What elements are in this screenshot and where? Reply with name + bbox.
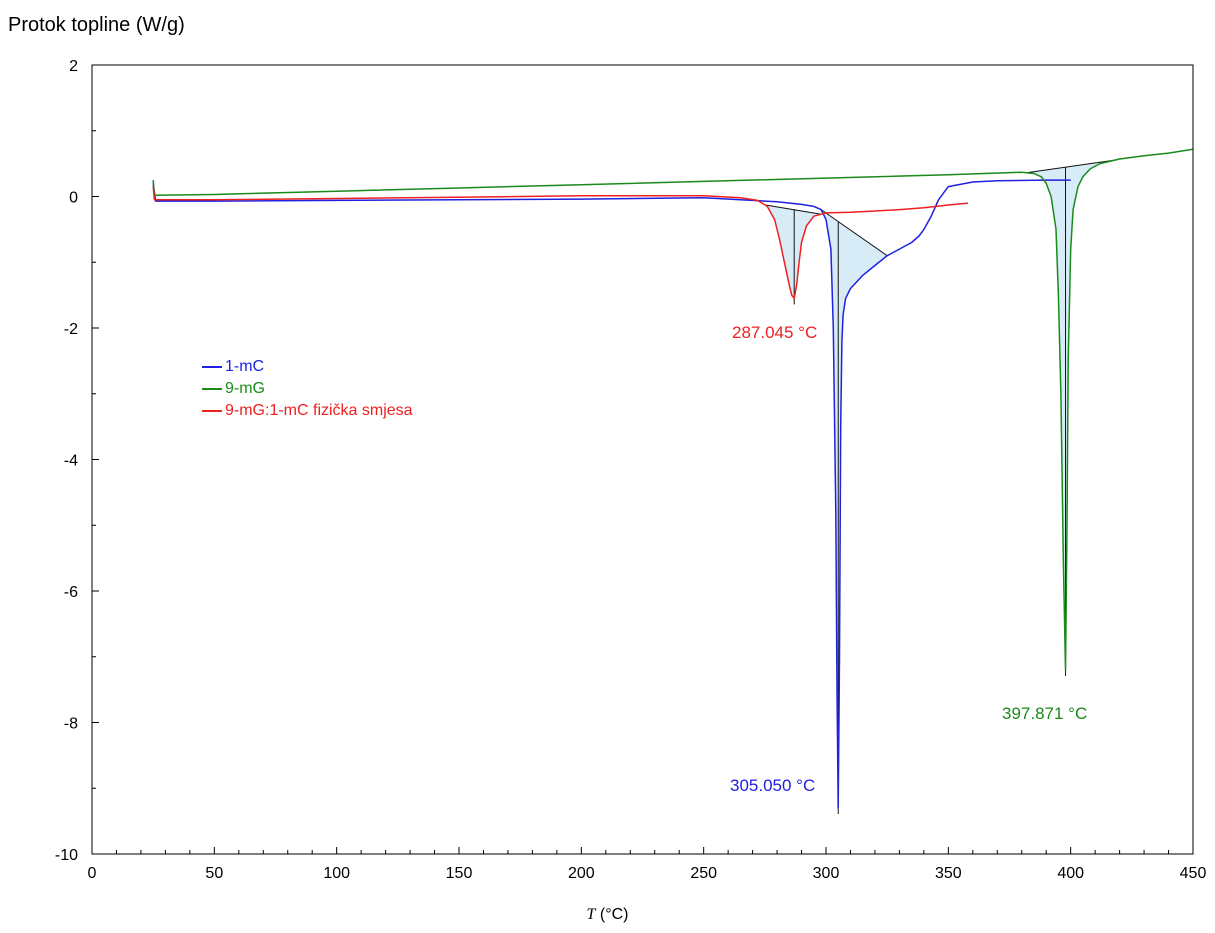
legend-swatch [202, 410, 222, 412]
legend-label: 9-mG:1-mC fizička smjesa [225, 402, 413, 419]
legend-swatch [202, 388, 222, 390]
baseline-1 [820, 209, 888, 257]
series-line-1 [152, 148, 1194, 671]
x-tick-label: 250 [690, 865, 717, 882]
x-tick-label: 0 [88, 865, 97, 882]
ticks: 0 50 100 150 200 250 300 350 400 450 2 0 -2 -4 -6 -8 -10 [55, 58, 1207, 882]
peak-label-mixture: 287.045 °C [732, 323, 818, 342]
x-axis-label: T (°C) [0, 906, 1215, 924]
series-line-2 [152, 186, 968, 300]
y-axis-label: Protok topline (W/g) [8, 14, 185, 36]
baseline-2 [1026, 159, 1115, 174]
legend-item-mixture: 9-mG:1-mC fizička smjesa [202, 400, 413, 422]
legend-item-1-mC: 1-mC [202, 356, 413, 378]
x-tick-label: 400 [1057, 865, 1084, 882]
legend-swatch [202, 366, 222, 368]
integration-area-0 [764, 204, 822, 299]
x-tick-label: 100 [323, 865, 350, 882]
series-layer [152, 148, 1194, 809]
legend-item-9-mG: 9-mG [202, 378, 413, 400]
x-tick-label: 450 [1180, 865, 1207, 882]
y-tick-label: -10 [55, 847, 78, 864]
x-tick-label: 50 [205, 865, 223, 882]
y-tick-label: -2 [64, 321, 78, 338]
x-tick-label: 150 [446, 865, 473, 882]
peak-label-9-mG: 397.871 °C [1002, 704, 1088, 723]
x-tick-label: 350 [935, 865, 962, 882]
baseline-0 [764, 204, 822, 215]
legend-label: 9-mG [225, 380, 265, 397]
integration-area-2 [1026, 160, 1115, 670]
x-tick-label: 200 [568, 865, 595, 882]
x-axis-variable: T [586, 906, 596, 923]
peak-label-1-mC: 305.050 °C [730, 776, 816, 795]
y-tick-label: -4 [64, 453, 78, 470]
x-tick-label: 300 [813, 865, 840, 882]
integration-fills [764, 159, 1115, 814]
x-axis-unit: (°C) [599, 906, 629, 923]
legend-label: 1-mC [225, 358, 265, 375]
y-tick-label: 0 [69, 190, 78, 207]
series-line-0 [152, 179, 1071, 809]
y-tick-label: -8 [64, 716, 78, 733]
integration-area-1 [821, 209, 888, 809]
y-tick-label: 2 [69, 58, 78, 75]
legend: 1-mC 9-mG 9-mG:1-mC fizička smjesa [202, 356, 413, 422]
y-tick-label: -6 [64, 584, 78, 601]
